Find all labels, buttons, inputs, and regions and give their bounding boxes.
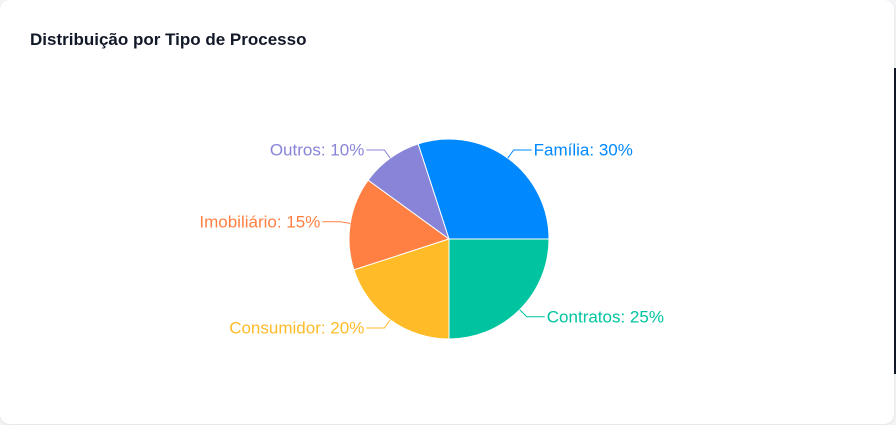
pie-slice-familia[interactable] — [417, 138, 550, 240]
pie-slice-contratos[interactable] — [448, 238, 550, 340]
pie-label-outros: Outros: 10% — [270, 141, 365, 160]
leader-line-imobiliario — [322, 221, 351, 224]
leader-line-outros — [366, 149, 391, 159]
pie-label-imobiliario: Imobiliário: 15% — [199, 212, 320, 231]
scrollbar-edge — [894, 68, 896, 374]
leader-line-contratos — [519, 309, 545, 318]
chart-title: Distribuição por Tipo de Processo — [30, 30, 307, 49]
pie-label-familia: Família: 30% — [534, 141, 633, 160]
leader-line-familia — [507, 149, 532, 159]
pie-label-consumidor: Consumidor: 20% — [229, 318, 364, 337]
leader-line-consumidor — [366, 319, 391, 329]
pie-label-contratos: Contratos: 25% — [547, 307, 664, 326]
